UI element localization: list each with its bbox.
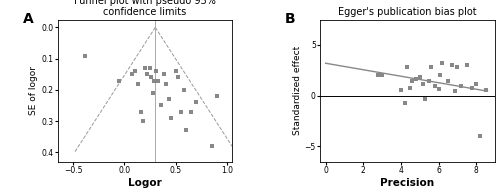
Point	[448, 64, 456, 67]
Point	[180, 88, 188, 92]
Point	[427, 66, 435, 69]
Point	[177, 110, 185, 113]
Point	[452, 89, 460, 92]
Point	[444, 79, 452, 82]
Point	[416, 76, 424, 79]
Point	[438, 62, 446, 65]
Point	[188, 110, 196, 113]
Point	[436, 74, 444, 77]
Point	[172, 70, 180, 73]
Point	[182, 129, 190, 132]
Point	[431, 84, 439, 87]
Point	[412, 78, 420, 81]
Point	[463, 64, 471, 67]
Point	[139, 120, 147, 123]
Title: Egger's publication bias plot: Egger's publication bias plot	[338, 7, 477, 17]
Point	[476, 135, 484, 138]
Point	[420, 82, 428, 85]
Point	[166, 116, 174, 120]
Point	[378, 74, 386, 77]
Text: A: A	[22, 13, 34, 26]
X-axis label: Precision: Precision	[380, 178, 434, 188]
Point	[154, 79, 162, 82]
Point	[152, 70, 160, 73]
Point	[130, 70, 138, 73]
Point	[150, 79, 158, 82]
Point	[143, 73, 151, 76]
Point	[149, 91, 157, 94]
Point	[213, 94, 221, 98]
Title: Funnel plot with pseudo 95%
confidence limits: Funnel plot with pseudo 95% confidence l…	[74, 0, 216, 17]
Point	[174, 76, 182, 79]
Point	[406, 86, 414, 89]
Y-axis label: SE of logor: SE of logor	[30, 66, 38, 115]
Point	[400, 101, 408, 104]
Point	[128, 73, 136, 76]
Point	[160, 73, 168, 76]
Point	[164, 98, 172, 101]
Point	[141, 66, 149, 70]
Point	[457, 84, 465, 87]
X-axis label: Logor: Logor	[128, 178, 162, 188]
Point	[208, 144, 216, 148]
Point	[397, 88, 405, 91]
Point	[158, 104, 166, 107]
Point	[468, 86, 476, 89]
Point	[192, 101, 200, 104]
Point	[146, 66, 154, 70]
Point	[425, 79, 433, 82]
Point	[472, 82, 480, 85]
Point	[454, 66, 462, 69]
Point	[408, 79, 416, 82]
Text: B: B	[285, 13, 296, 26]
Point	[482, 88, 490, 91]
Point	[422, 97, 430, 100]
Point	[434, 87, 442, 90]
Point	[82, 54, 90, 57]
Y-axis label: Standardized effect: Standardized effect	[293, 46, 302, 135]
Point	[116, 79, 124, 82]
Point	[134, 82, 142, 85]
Point	[147, 76, 155, 79]
Point	[402, 66, 410, 69]
Point	[374, 74, 382, 77]
Point	[162, 82, 170, 85]
Point	[137, 110, 145, 113]
